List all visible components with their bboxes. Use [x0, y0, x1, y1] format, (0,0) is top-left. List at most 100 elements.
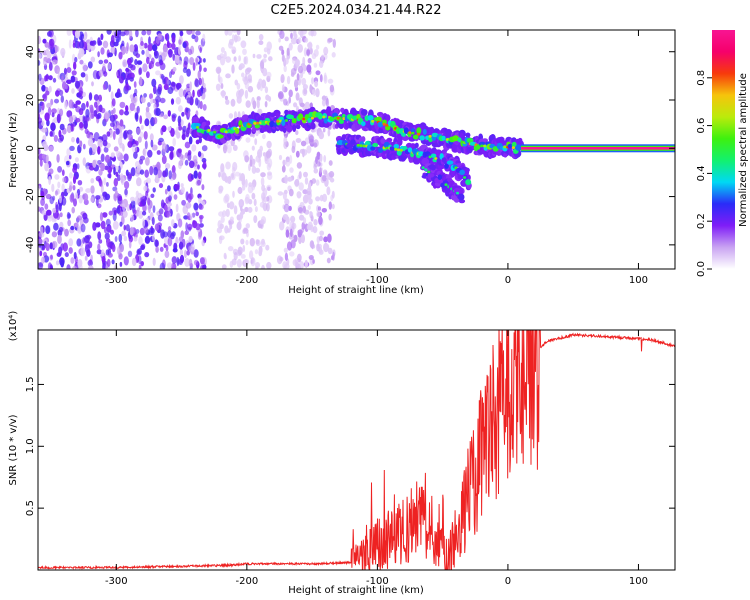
noise-blob	[143, 147, 147, 157]
track-halo	[361, 136, 366, 143]
noise-blob	[201, 77, 205, 87]
noise-blob	[251, 184, 256, 191]
noise-blob	[127, 250, 133, 257]
noise-blob	[136, 177, 142, 187]
noise-blob	[164, 188, 168, 195]
noise-blob	[88, 92, 93, 101]
noise-blob	[90, 56, 96, 63]
track-hot	[480, 144, 484, 148]
noise-blob	[138, 67, 143, 75]
noise-blob	[119, 109, 124, 116]
noise-blob	[139, 169, 145, 175]
noise-blob	[64, 228, 69, 237]
noise-blob	[68, 172, 73, 179]
noise-blob	[327, 37, 333, 43]
noise-blob	[223, 50, 227, 60]
noise-blob	[60, 95, 64, 103]
noise-blob	[135, 53, 141, 58]
noise-blob	[221, 89, 226, 99]
noise-blob	[82, 62, 87, 73]
colorbar-label: Normalized spectral amplitude	[738, 73, 749, 227]
track-halo	[448, 180, 455, 185]
noise-blob	[144, 118, 150, 127]
noise-blob	[255, 239, 260, 245]
track-halo	[457, 173, 463, 180]
noise-blob	[255, 155, 261, 163]
noise-blob	[289, 30, 294, 33]
noise-blob	[279, 30, 285, 39]
noise-blob	[288, 96, 292, 104]
noise-blob	[233, 252, 238, 261]
noise-blob	[140, 96, 146, 104]
noise-blob	[289, 251, 295, 257]
noise-blob	[134, 112, 138, 121]
noise-blob	[239, 211, 244, 220]
noise-blob	[40, 198, 45, 207]
noise-blob	[261, 264, 265, 269]
noise-blob	[197, 89, 202, 98]
noise-blob	[170, 98, 175, 105]
noise-blob	[241, 177, 246, 186]
noise-blob	[51, 108, 57, 114]
track-core	[269, 120, 275, 128]
noise-blob	[330, 255, 334, 261]
noise-blob	[135, 127, 141, 135]
noise-blob	[295, 130, 299, 136]
noise-blob	[266, 71, 272, 79]
noise-blob	[78, 194, 83, 204]
noise-blob	[230, 139, 235, 147]
noise-blob	[142, 63, 148, 73]
noise-blob	[41, 101, 45, 111]
noise-blob	[100, 47, 105, 55]
noise-blob	[57, 137, 64, 143]
noise-blob	[157, 214, 163, 222]
noise-blob	[110, 229, 114, 235]
noise-blob	[128, 240, 132, 249]
track-hot	[276, 119, 280, 123]
noise-blob	[85, 188, 91, 193]
noise-blob	[310, 211, 314, 217]
noise-blob	[53, 222, 59, 231]
noise-blob	[313, 163, 317, 170]
noise-blob	[232, 161, 238, 172]
noise-blob	[327, 233, 332, 243]
noise-blob	[301, 77, 307, 86]
noise-blob	[47, 215, 52, 222]
noise-blob	[82, 116, 88, 123]
noise-blob	[168, 170, 173, 180]
noise-blob	[130, 64, 136, 71]
noise-blob	[188, 235, 193, 243]
track-core	[281, 119, 286, 126]
noise-blob	[288, 42, 293, 51]
track-hot	[455, 191, 460, 195]
noise-blob	[255, 265, 259, 269]
track-halo	[445, 129, 453, 137]
noise-blob	[129, 226, 134, 236]
noise-blob	[97, 139, 103, 148]
noise-blob	[124, 110, 129, 116]
noise-blob	[38, 53, 42, 59]
noise-blob	[167, 126, 172, 132]
noise-blob	[62, 177, 67, 183]
track-hot	[394, 147, 398, 151]
noise-blob	[321, 95, 327, 101]
noise-blob	[106, 30, 112, 35]
noise-blob	[91, 144, 98, 153]
noise-blob	[130, 199, 136, 209]
noise-blob	[327, 247, 333, 255]
track-core	[291, 118, 297, 124]
noise-blob	[56, 154, 60, 163]
track-core	[466, 137, 474, 143]
noise-blob	[158, 208, 164, 215]
noise-blob	[304, 177, 309, 185]
track-halo	[463, 168, 470, 176]
track-halo	[414, 142, 419, 148]
noise-blob	[133, 81, 137, 88]
noise-blob	[263, 47, 268, 53]
noise-blob	[152, 187, 156, 193]
noise-blob	[284, 36, 289, 42]
noise-blob	[40, 243, 45, 251]
noise-blob	[38, 35, 41, 45]
noise-blob	[167, 202, 172, 207]
noise-blob	[331, 203, 335, 210]
